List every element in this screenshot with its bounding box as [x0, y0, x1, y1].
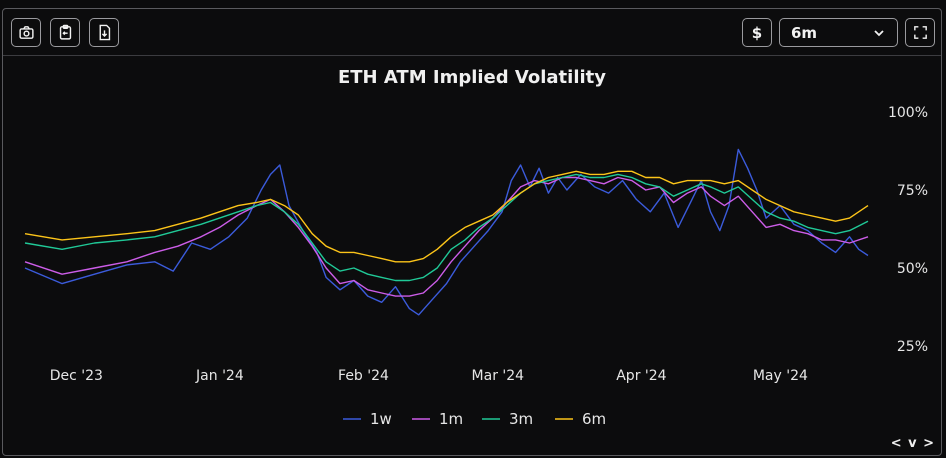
range-select[interactable]: 6m — [779, 18, 898, 47]
screenshot-button[interactable] — [11, 18, 41, 47]
camera-icon — [18, 26, 34, 39]
x-tick-label: Mar '24 — [472, 368, 525, 384]
range-value: 6m — [791, 23, 818, 42]
y-tick-label: 100% — [888, 105, 928, 121]
y-tick-label: 75% — [897, 183, 928, 199]
legend-label-1m[interactable]: 1m — [439, 410, 463, 428]
chart-toolbar: $ 6m — [3, 9, 941, 56]
series-line-3m — [24, 173, 869, 282]
currency-button[interactable]: $ — [742, 18, 772, 47]
chart-title: ETH ATM Implied Volatility — [338, 67, 606, 88]
y-tick-label: 25% — [897, 339, 928, 355]
x-tick-label: Jan '24 — [195, 368, 244, 384]
series-line-6m — [24, 170, 869, 263]
legend-label-1w[interactable]: 1w — [370, 410, 392, 428]
x-tick-label: Feb '24 — [338, 368, 389, 384]
expand-icon — [913, 26, 927, 39]
clipboard-copy-icon — [59, 24, 71, 40]
legend-label-6m[interactable]: 6m — [582, 410, 606, 428]
chevron-down-icon — [874, 29, 884, 36]
chart-nav-controls[interactable]: < v > — [890, 436, 935, 451]
x-tick-label: Apr '24 — [616, 368, 666, 384]
currency-label: $ — [751, 23, 763, 42]
copy-data-button[interactable] — [50, 18, 80, 47]
y-tick-label: 50% — [897, 261, 928, 277]
file-download-icon — [99, 24, 110, 41]
download-button[interactable] — [89, 18, 119, 47]
series-line-1w — [24, 148, 869, 316]
chart-panel: $ 6m < v > — [2, 8, 942, 456]
legend-label-3m[interactable]: 3m — [509, 410, 533, 428]
x-tick-label: Dec '23 — [50, 368, 103, 384]
fullscreen-button[interactable] — [905, 18, 935, 47]
x-tick-label: May '24 — [753, 368, 808, 384]
